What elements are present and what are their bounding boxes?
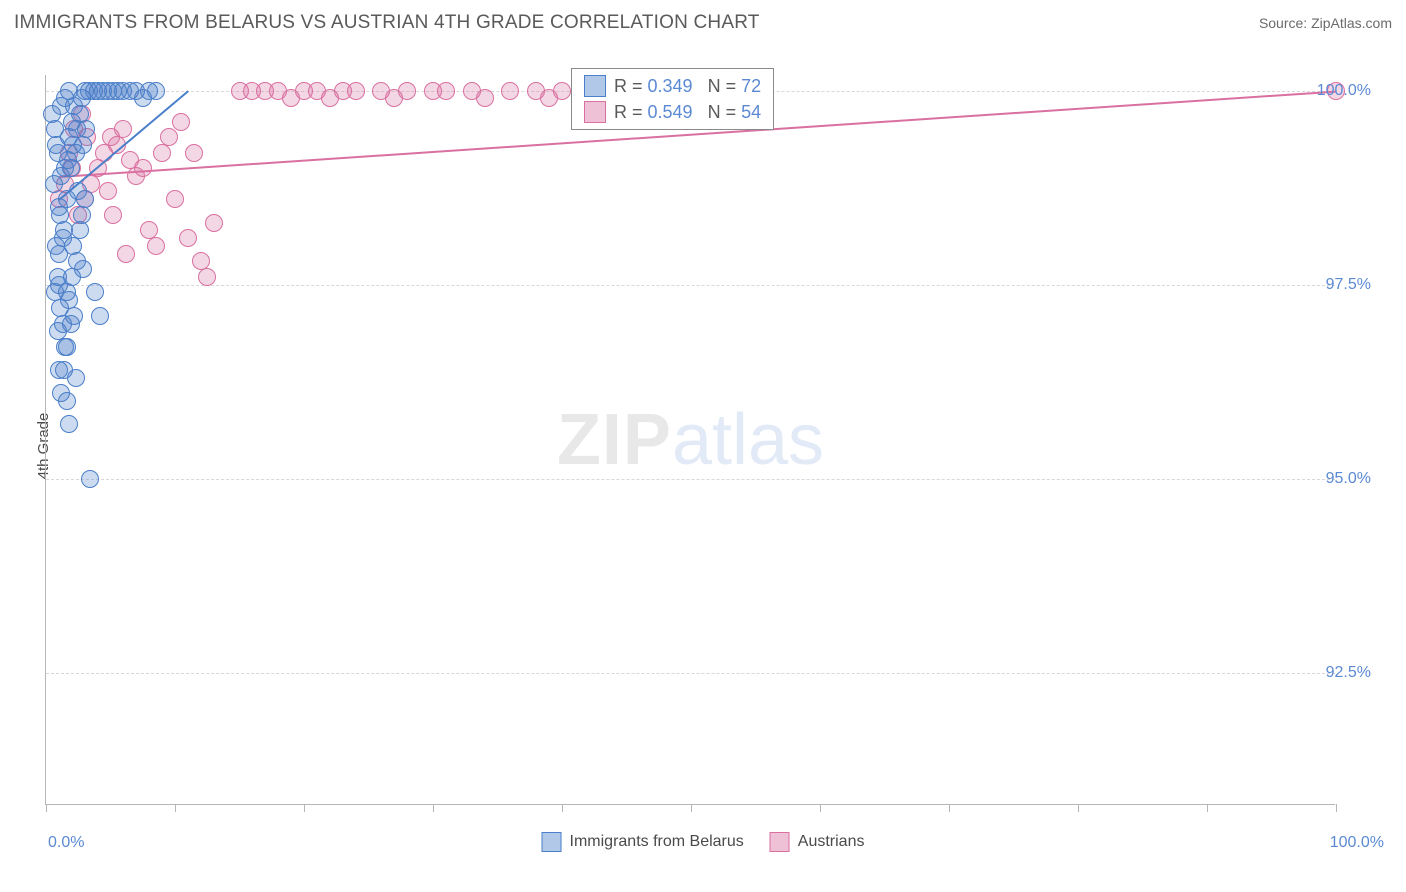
x-tick (1336, 804, 1337, 812)
stats-swatch-belarus (584, 75, 606, 97)
data-point (62, 159, 80, 177)
legend-item-austrians: Austrians (770, 832, 865, 852)
data-point (347, 82, 365, 100)
x-tick (433, 804, 434, 812)
data-point (91, 307, 109, 325)
chart-header: IMMIGRANTS FROM BELARUS VS AUSTRIAN 4TH … (0, 0, 1406, 46)
data-point (86, 283, 104, 301)
data-point (104, 206, 122, 224)
data-point (398, 82, 416, 100)
data-point (134, 159, 152, 177)
y-tick-label: 97.5% (1326, 276, 1371, 294)
data-point (117, 245, 135, 263)
x-tick (691, 804, 692, 812)
y-tick-label: 95.0% (1326, 470, 1371, 488)
y-tick-label: 92.5% (1326, 664, 1371, 682)
plot-area: ZIPatlas R = 0.349 N = 72 R = 0.549 N = 5… (45, 75, 1335, 805)
data-point (60, 82, 78, 100)
x-tick (1207, 804, 1208, 812)
data-point (46, 283, 64, 301)
data-point (64, 237, 82, 255)
data-point (205, 214, 223, 232)
y-gridline (46, 285, 1335, 286)
data-point (185, 144, 203, 162)
data-point (99, 182, 117, 200)
legend-swatch-austrians (770, 832, 790, 852)
data-point (114, 120, 132, 138)
x-tick (562, 804, 563, 812)
data-point (62, 315, 80, 333)
watermark-part2: atlas (672, 400, 824, 480)
stats-text-belarus: R = 0.349 N = 72 (614, 76, 761, 97)
data-point (45, 175, 63, 193)
data-point (437, 82, 455, 100)
data-point (179, 229, 197, 247)
data-point (69, 182, 87, 200)
data-point (60, 415, 78, 433)
data-point (147, 82, 165, 100)
watermark-part1: ZIP (557, 400, 672, 480)
stats-row-belarus: R = 0.349 N = 72 (584, 75, 761, 97)
data-point (47, 136, 65, 154)
data-point (74, 260, 92, 278)
data-point (476, 89, 494, 107)
x-axis-max-label: 100.0% (1330, 834, 1384, 852)
x-tick (175, 804, 176, 812)
data-point (553, 82, 571, 100)
y-gridline (46, 479, 1335, 480)
data-point (67, 369, 85, 387)
x-tick (46, 804, 47, 812)
data-point (198, 268, 216, 286)
data-point (153, 144, 171, 162)
legend-label-austrians: Austrians (798, 833, 865, 851)
data-point (81, 470, 99, 488)
data-point (166, 190, 184, 208)
watermark: ZIPatlas (557, 399, 824, 481)
x-tick (820, 804, 821, 812)
data-point (73, 206, 91, 224)
data-point (74, 136, 92, 154)
data-point (58, 338, 76, 356)
y-tick-label: 100.0% (1317, 82, 1371, 100)
data-point (501, 82, 519, 100)
data-point (160, 128, 178, 146)
data-point (77, 120, 95, 138)
data-point (172, 113, 190, 131)
y-gridline (46, 673, 1335, 674)
x-tick (304, 804, 305, 812)
bottom-legend: Immigrants from Belarus Austrians (542, 832, 865, 852)
legend-swatch-belarus (542, 832, 562, 852)
data-point (47, 237, 65, 255)
data-point (46, 120, 64, 138)
stats-legend-box: R = 0.349 N = 72 R = 0.549 N = 54 (571, 68, 774, 130)
stats-text-austrians: R = 0.549 N = 54 (614, 102, 761, 123)
stats-swatch-austrians (584, 101, 606, 123)
data-point (147, 237, 165, 255)
x-tick (949, 804, 950, 812)
legend-item-belarus: Immigrants from Belarus (542, 832, 744, 852)
x-axis-min-label: 0.0% (48, 834, 84, 852)
data-point (58, 392, 76, 410)
source-label: Source: ZipAtlas.com (1259, 15, 1392, 31)
x-tick (1078, 804, 1079, 812)
legend-label-belarus: Immigrants from Belarus (570, 833, 744, 851)
chart-title: IMMIGRANTS FROM BELARUS VS AUSTRIAN 4TH … (14, 12, 760, 34)
stats-row-austrians: R = 0.549 N = 54 (584, 101, 761, 123)
